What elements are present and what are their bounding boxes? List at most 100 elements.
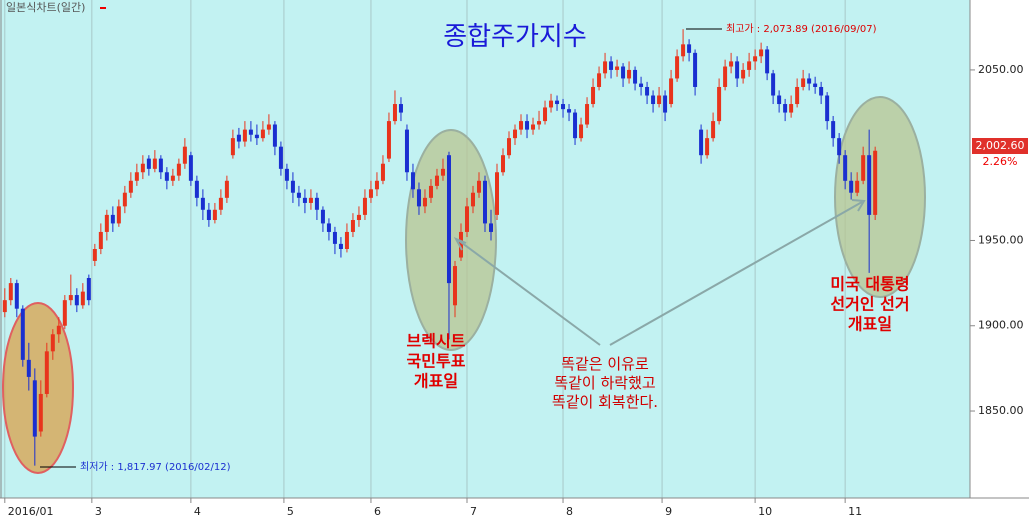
- candle-body: [591, 86, 596, 105]
- candle-body: [302, 197, 307, 203]
- candle-body: [254, 134, 259, 139]
- candle-body: [807, 78, 812, 84]
- candle-body: [236, 134, 241, 142]
- candle-body: [476, 180, 481, 193]
- candle-body: [2, 300, 7, 313]
- annotation-line: 브렉시트: [407, 332, 466, 351]
- candle-body: [452, 266, 457, 306]
- candle-body: [224, 180, 229, 198]
- candle-body: [849, 180, 854, 193]
- annotation-line: 개표일: [848, 315, 892, 334]
- candle-body: [128, 180, 133, 193]
- candle-body: [74, 295, 79, 306]
- annotation-line: 선거인 선거: [830, 295, 909, 314]
- x-tick-label: 9: [665, 505, 672, 518]
- y-tick-label: 1850.00: [978, 404, 1024, 417]
- candle-body: [651, 95, 656, 105]
- candle-body: [320, 209, 325, 224]
- candle-body: [795, 86, 800, 105]
- candle-body: [531, 124, 536, 130]
- candle-body: [206, 209, 211, 221]
- candle-body: [134, 172, 139, 181]
- high-label: 최고가 : 2,073.89 (2016/09/07): [726, 23, 877, 35]
- x-tick-label: 3: [95, 505, 102, 518]
- annotation-line: 똑같은 이유로: [561, 355, 649, 373]
- candle-body: [549, 100, 554, 108]
- candle-body: [248, 129, 253, 135]
- candle-body: [146, 158, 151, 169]
- candle-body: [218, 197, 223, 210]
- candle-body: [314, 197, 319, 210]
- candle-body: [410, 172, 415, 190]
- candle-body: [428, 185, 433, 198]
- x-tick-label: 10: [758, 505, 772, 518]
- candle-body: [819, 86, 824, 96]
- axes: 2016/01 3 4 5 6 7 8 9 10 11 1850.00 1900.00 1950.00 2…: [4, 63, 1024, 518]
- candle-body: [615, 66, 620, 70]
- candle-body: [416, 189, 421, 207]
- candle-body: [194, 180, 199, 198]
- change-label: 2.26%: [983, 155, 1018, 168]
- x-tick-label: 11: [848, 505, 862, 518]
- candle-body: [537, 121, 542, 125]
- candle-body: [813, 83, 818, 87]
- x-tick-label: 5: [287, 505, 294, 518]
- candle-body: [699, 129, 704, 156]
- x-tick-label: 8: [566, 505, 573, 518]
- label-marker: [100, 7, 106, 9]
- candle-body: [771, 73, 776, 96]
- candle-body: [681, 44, 686, 57]
- annotation-line: 똑같이 회복한다.: [552, 393, 658, 411]
- candle-body: [489, 223, 494, 232]
- y-tick-label: 1900.00: [978, 319, 1024, 332]
- y-tick-label: 2050.00: [978, 63, 1024, 76]
- candle-body: [116, 206, 121, 224]
- candle-body: [56, 325, 61, 335]
- annotation-line: 똑같이 하락했고: [554, 374, 655, 392]
- x-tick-label: 4: [194, 505, 201, 518]
- last-price: 2,002.60: [976, 139, 1025, 152]
- candle-body: [645, 86, 650, 96]
- arrow: [609, 201, 863, 346]
- candle-body: [212, 209, 217, 221]
- candle-body: [434, 175, 439, 186]
- candle-body: [483, 180, 487, 224]
- chart-label: 일본식차트(일간): [6, 0, 85, 14]
- candle-body: [284, 168, 289, 181]
- candle-body: [470, 192, 475, 207]
- chart-title: 종합주가지수: [443, 22, 587, 52]
- candle-body: [783, 104, 788, 113]
- candle-body: [705, 138, 710, 156]
- candle-body: [513, 129, 518, 139]
- candle-body: [380, 163, 385, 181]
- candle-body: [158, 158, 163, 173]
- candle-body: [152, 158, 157, 169]
- candle-body: [32, 380, 37, 437]
- highlight-ellipse: [2, 302, 74, 474]
- candle-body: [278, 146, 283, 169]
- candle-body: [621, 66, 626, 79]
- candle-body: [753, 56, 758, 62]
- candle-body: [519, 121, 524, 130]
- candle-body: [573, 112, 578, 139]
- candle-body: [140, 163, 145, 173]
- candle-body: [68, 295, 73, 301]
- candle-body: [338, 243, 343, 249]
- candle-body: [92, 249, 97, 261]
- candle-body: [627, 69, 632, 79]
- candle-body: [657, 95, 662, 105]
- candle-body: [861, 155, 866, 181]
- candle-body: [501, 155, 506, 173]
- x-tick-label: 6: [374, 505, 381, 518]
- candle-body: [458, 231, 463, 258]
- candle-body: [110, 214, 115, 224]
- candle-body: [14, 283, 19, 309]
- candle-body: [422, 197, 427, 207]
- arrowhead: [453, 237, 467, 251]
- annotation: 똑같은 이유로 똑같이 하락했고 똑같이 회복한다.: [552, 355, 658, 411]
- candle-body: [741, 69, 746, 79]
- candle-body: [867, 155, 872, 215]
- candle-body: [495, 172, 500, 215]
- candle-body: [26, 359, 31, 377]
